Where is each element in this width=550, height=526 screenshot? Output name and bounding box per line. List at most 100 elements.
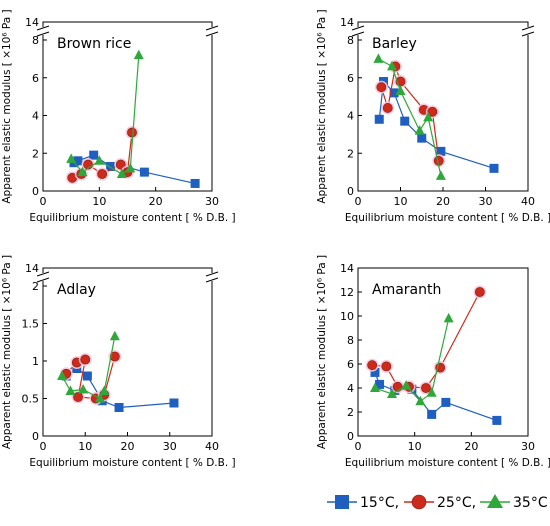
data-point-circle — [73, 392, 83, 402]
y-tick-label: 4 — [347, 110, 354, 123]
y-tick-label: 14 — [340, 16, 354, 29]
panel-title: Brown rice — [57, 36, 131, 52]
x-tick-label: 30 — [521, 440, 535, 453]
data-point-triangle — [116, 168, 127, 179]
y-tick-label: 2 — [32, 147, 39, 160]
series-triangle — [66, 49, 144, 179]
y-tick-label: 2 — [347, 406, 354, 419]
legend-label: 25°C, — [437, 495, 476, 511]
legend-marker-triangle — [487, 494, 503, 508]
data-point-triangle — [443, 312, 454, 323]
data-point-triangle — [65, 385, 76, 395]
data-point-triangle — [395, 85, 406, 95]
data-point-square — [374, 114, 384, 124]
x-tick-label: 20 — [436, 195, 450, 208]
data-point-triangle — [415, 395, 426, 406]
axis-break-mark — [36, 271, 50, 277]
y-tick-label: 0 — [347, 185, 354, 198]
data-point-circle — [80, 354, 91, 365]
x-tick-label: 20 — [464, 440, 478, 453]
y-tick-label: 6 — [32, 72, 39, 85]
y-axis-label: Apparent elastic modulus [ ×10⁶ Pa ] — [316, 255, 328, 449]
data-point-square — [89, 150, 99, 160]
x-tick-label: 0 — [40, 440, 47, 453]
y-tick-label: 10 — [340, 310, 354, 323]
series-line — [374, 318, 450, 403]
data-point-circle — [427, 106, 438, 117]
data-point-square — [492, 415, 502, 425]
series-line — [70, 55, 140, 175]
y-tick-label: 14 — [340, 262, 354, 275]
series-triangle — [370, 312, 454, 406]
legend-marker-square — [335, 495, 349, 509]
x-tick-label: 30 — [479, 195, 493, 208]
panel-title: Barley — [372, 36, 417, 52]
x-tick-label: 40 — [205, 440, 219, 453]
chart-panel-2: 0 10 20 30 40 0 2 4 6 8 14 Barley Equilibrium moistu… — [316, 9, 550, 224]
chart-panel-4: 0 10 20 30 0 2 4 6 8 10 12 14 Amaranth Equilibrium mo… — [316, 255, 550, 469]
data-point-triangle — [133, 49, 144, 60]
data-point-square — [436, 146, 446, 156]
y-tick-label: 6 — [347, 358, 354, 371]
data-point-square — [375, 379, 385, 389]
legend-label: 15°C, — [360, 495, 399, 511]
x-tick-label: 20 — [149, 195, 163, 208]
x-tick-label: 0 — [355, 195, 362, 208]
axis-break-gap — [37, 273, 49, 281]
x-axis-label: Equilibrium moisture content [ % D.B. ] — [29, 457, 235, 469]
data-point-triangle — [109, 330, 120, 341]
data-point-square — [417, 133, 427, 143]
x-axis-label: Equilibrium moisture content [ % D.B. ] — [345, 457, 550, 469]
data-point-circle — [421, 383, 431, 393]
axis-break-mark — [205, 277, 219, 283]
data-point-square — [114, 403, 124, 412]
data-point-square — [427, 409, 437, 419]
y-tick-label: 4 — [32, 110, 39, 123]
data-point-circle — [109, 351, 120, 362]
legend-item: 15°C, — [327, 495, 399, 511]
legend-item: 25°C, — [404, 494, 476, 511]
y-axis-label: Apparent elastic modulus [ ×10⁶ Pa ] — [1, 255, 13, 449]
y-tick-label: 0 — [347, 430, 354, 443]
axis-break-mark — [36, 25, 50, 31]
data-point-triangle — [373, 53, 384, 63]
data-point-circle — [376, 82, 387, 93]
data-point-triangle — [95, 393, 106, 403]
data-point-circle — [381, 361, 392, 372]
plot-frame — [42, 21, 213, 192]
data-point-triangle — [78, 384, 89, 394]
data-point-triangle — [387, 60, 397, 71]
panel-title: Adlay — [57, 282, 96, 298]
x-axis-label: Equilibrium moisture content [ % D.B. ] — [29, 212, 235, 224]
y-tick-label: 1.5 — [22, 318, 40, 331]
data-point-triangle — [387, 388, 397, 398]
y-tick-label: 8 — [347, 34, 354, 47]
chart-panel-3: 0 10 20 30 40 0 0.5 1 1.5 2 14 Adlay Equilibrium moi… — [1, 255, 236, 469]
data-point-square — [73, 156, 83, 166]
y-tick-label: 6 — [347, 72, 354, 85]
y-tick-label: 2 — [32, 280, 39, 293]
data-point-square — [169, 398, 179, 408]
data-point-triangle — [125, 162, 136, 173]
legend-item: 35°C — [480, 494, 548, 511]
y-tick-label: 2 — [347, 147, 354, 160]
axis-break-gap — [206, 27, 218, 35]
data-point-triangle — [414, 125, 425, 135]
axis-break-mark — [351, 31, 365, 37]
chart-panel-1: 0 10 20 30 0 2 4 6 8 14 Brown rice Equilibrium mois… — [1, 9, 236, 224]
axis-break-mark — [351, 25, 365, 31]
y-tick-label: 0 — [32, 185, 39, 198]
data-point-triangle — [99, 385, 110, 395]
data-point-square — [370, 367, 380, 377]
data-point-square — [190, 178, 200, 188]
x-tick-label: 10 — [92, 195, 106, 208]
data-point-square — [82, 371, 92, 381]
x-tick-label: 40 — [521, 195, 535, 208]
data-point-triangle — [401, 380, 412, 390]
x-tick-label: 10 — [78, 440, 92, 453]
legend-label: 35°C — [513, 495, 548, 511]
axis-break-mark — [205, 25, 219, 31]
axis-break-mark — [205, 271, 219, 277]
